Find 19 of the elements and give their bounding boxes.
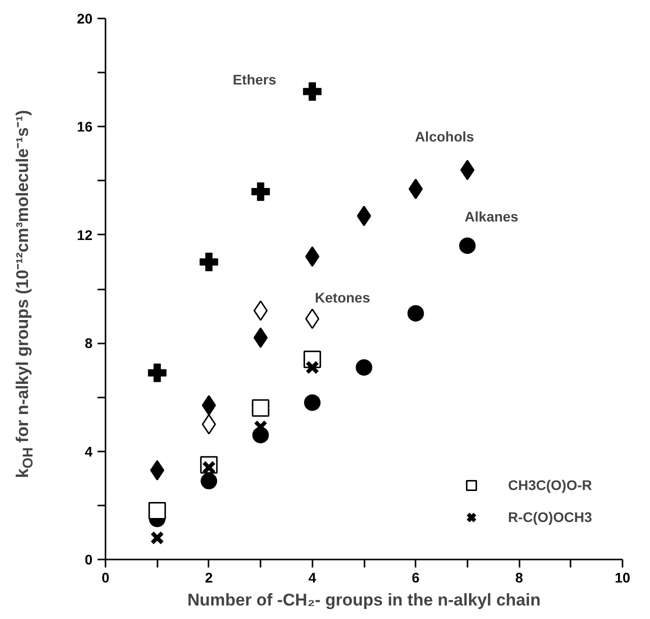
- x-tick-label: 10: [614, 570, 630, 586]
- x-tick-label: 4: [308, 570, 316, 586]
- x-tick-label: 0: [102, 570, 110, 586]
- y-tick-label: 8: [84, 335, 93, 352]
- y-tick-label: 4: [84, 443, 93, 460]
- x-axis-title: Number of -CH₂- groups in the n-alkyl chain: [187, 590, 541, 610]
- y-tick-label: 20: [76, 10, 93, 26]
- annotation: Ketones: [314, 290, 370, 306]
- y-tick-label: 0: [84, 552, 93, 568]
- annotation: Alcohols: [414, 128, 474, 144]
- x-tick-label: 8: [515, 570, 524, 586]
- y-tick-label: 16: [76, 118, 93, 135]
- x-tick-label: 6: [412, 570, 420, 586]
- annotation: Alkanes: [464, 208, 519, 224]
- annotation: Ethers: [232, 72, 276, 88]
- legend-label: CH3C(O)O-R: [508, 477, 592, 493]
- x-tick-label: 2: [205, 570, 214, 586]
- y-tick-label: 12: [76, 226, 93, 243]
- legend-label: R-C(O)OCH3: [508, 509, 592, 525]
